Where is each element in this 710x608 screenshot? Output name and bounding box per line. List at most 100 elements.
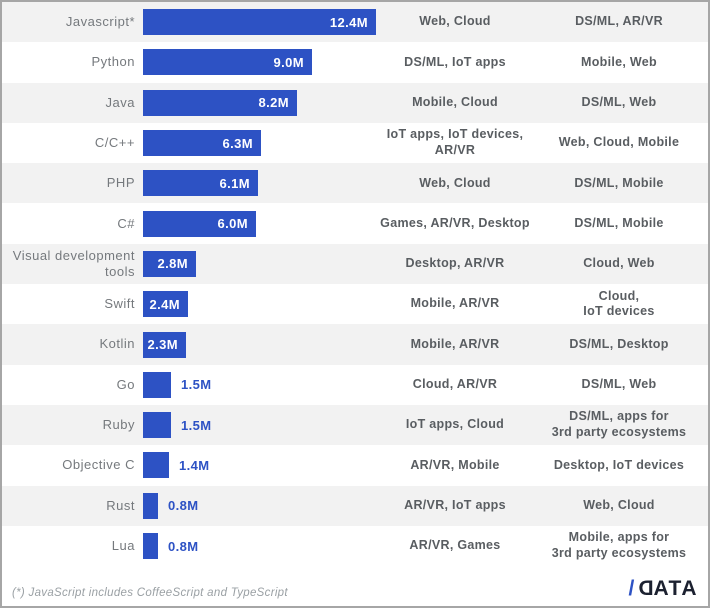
value-label: 2.3M xyxy=(147,337,178,353)
bar xyxy=(143,371,171,398)
table-row: Go 1.5M Cloud, AR/VR DS/ML, Web xyxy=(2,364,708,405)
logo-slash-icon: / xyxy=(628,577,636,600)
middle-sectors: Mobile, Cloud xyxy=(412,94,498,109)
table-row: Javascript* 12.4M Web, Cloud DS/ML, AR/V… xyxy=(2,2,708,43)
table-row: Kotlin 2.3M Mobile, AR/VR DS/ML, Desktop xyxy=(2,324,708,365)
language-label: Lua xyxy=(111,537,135,553)
right-sectors: Desktop, IoT devices xyxy=(553,457,685,472)
middle-sectors: Mobile, AR/VR xyxy=(410,296,500,311)
middle-sectors: Desktop, AR/VR xyxy=(405,256,505,271)
bar-cell: 2.8M xyxy=(137,244,380,284)
right-sectors: DS/ML, Desktop xyxy=(569,336,669,351)
language-label: C/C++ xyxy=(94,134,135,150)
right-sectors: DS/ML, Mobile xyxy=(574,175,664,190)
value-label: 6.0M xyxy=(217,216,248,232)
right-sectors: Web, Cloud xyxy=(583,497,655,512)
middle-sectors: DS/ML, IoT apps xyxy=(404,54,506,69)
bar-cell: 0.8M xyxy=(137,526,380,566)
value-label: 1.4M xyxy=(179,457,210,473)
bar: 2.4M xyxy=(143,291,188,318)
right-sectors: Cloud, IoT devices xyxy=(583,288,655,319)
bar: 6.1M xyxy=(143,170,258,197)
language-label: Java xyxy=(105,94,135,110)
language-label: PHP xyxy=(106,175,135,191)
value-label: 1.5M xyxy=(181,417,212,433)
value-label: 0.8M xyxy=(168,538,199,554)
bar: 8.2M xyxy=(143,89,297,116)
bar-cell: 6.0M xyxy=(137,203,380,243)
table-row: Rust 0.8M AR/VR, IoT apps Web, Cloud xyxy=(2,485,708,526)
logo-letter-d: D xyxy=(636,577,654,600)
bar: 2.8M xyxy=(143,250,196,277)
bar-cell: 2.3M xyxy=(137,324,380,364)
table-row: Lua 0.8M AR/VR, Games Mobile, apps for 3… xyxy=(2,525,708,567)
bar-cell: 8.2M xyxy=(137,83,380,123)
language-label: Rust xyxy=(106,497,135,513)
bar xyxy=(143,533,158,559)
bar: 6.3M xyxy=(143,130,261,157)
table-row: Java 8.2M Mobile, Cloud DS/ML, Web xyxy=(2,82,708,123)
value-label: 2.4M xyxy=(149,296,180,312)
value-label: 8.2M xyxy=(258,95,289,111)
value-label: 6.1M xyxy=(219,175,250,191)
bar-cell: 6.1M xyxy=(137,163,380,203)
logo-letters-ata: ATA xyxy=(653,577,698,600)
bar-cell: 9.0M xyxy=(137,42,380,82)
right-sectors: DS/ML, Mobile xyxy=(574,215,664,230)
table-row: Python 9.0M DS/ML, IoT apps Mobile, Web xyxy=(2,42,708,83)
middle-sectors: IoT apps, IoT devices, AR/VR xyxy=(386,127,524,158)
value-label: 1.5M xyxy=(181,377,212,393)
bar-cell: 6.3M xyxy=(137,123,380,163)
bar-cell: 2.4M xyxy=(137,284,380,324)
footer: (*) JavaScript includes CoffeeScript and… xyxy=(2,566,708,606)
value-label: 12.4M xyxy=(329,14,368,30)
language-label: Ruby xyxy=(102,416,135,432)
middle-sectors: AR/VR, Games xyxy=(409,538,501,553)
table-row: Ruby 1.5M IoT apps, Cloud DS/ML, apps fo… xyxy=(2,404,708,446)
value-label: 9.0M xyxy=(273,54,304,70)
right-sectors: DS/ML, apps for 3rd party ecosystems xyxy=(551,409,687,440)
language-label: Swift xyxy=(104,296,135,312)
right-sectors: DS/ML, AR/VR xyxy=(575,14,663,29)
language-label: Visual development tools xyxy=(12,247,135,279)
middle-sectors: Mobile, AR/VR xyxy=(410,336,500,351)
bar: 12.4M xyxy=(143,9,376,36)
bar-cell: 1.4M xyxy=(137,445,380,485)
value-label: 0.8M xyxy=(168,498,199,514)
language-label: Objective C xyxy=(62,457,135,473)
slashdata-logo: / D ATA xyxy=(628,577,698,600)
language-label: Javascript* xyxy=(65,14,135,30)
middle-sectors: Web, Cloud xyxy=(419,14,491,29)
bar: 2.3M xyxy=(143,331,186,358)
bar-cell: 12.4M xyxy=(137,2,380,42)
language-label: Go xyxy=(116,376,135,392)
language-label: C# xyxy=(117,215,135,231)
middle-sectors: Games, AR/VR, Desktop xyxy=(380,215,530,230)
language-label: Kotlin xyxy=(99,336,135,352)
language-label: Python xyxy=(91,54,135,70)
table-row: PHP 6.1M Web, Cloud DS/ML, Mobile xyxy=(2,163,708,204)
right-sectors: Mobile, apps for 3rd party ecosystems xyxy=(551,530,687,560)
footnote: (*) JavaScript includes CoffeeScript and… xyxy=(12,587,288,599)
table-row: Objective C 1.4M AR/VR, Mobile Desktop, … xyxy=(2,445,708,486)
bar-cell: 0.8M xyxy=(137,486,380,526)
right-sectors: Cloud, Web xyxy=(583,256,655,271)
table-row: C# 6.0M Games, AR/VR, Desktop DS/ML, Mob… xyxy=(2,203,708,244)
right-sectors: DS/ML, Web xyxy=(581,94,657,109)
bar xyxy=(143,412,171,439)
middle-sectors: IoT apps, Cloud xyxy=(405,417,505,432)
bar xyxy=(143,452,169,479)
bar: 6.0M xyxy=(143,210,256,237)
middle-sectors: AR/VR, Mobile xyxy=(410,457,500,472)
table-row: C/C++ 6.3M IoT apps, IoT devices, AR/VR … xyxy=(2,122,708,164)
bar-cell: 1.5M xyxy=(137,405,380,445)
table-row: Visual development tools 2.8M Desktop, A… xyxy=(2,243,708,285)
right-sectors: Mobile, Web xyxy=(581,54,657,69)
right-sectors: Web, Cloud, Mobile xyxy=(558,135,680,150)
right-sectors: DS/ML, Web xyxy=(581,377,657,391)
middle-sectors: AR/VR, IoT apps xyxy=(404,497,506,512)
middle-sectors: Cloud, AR/VR xyxy=(412,377,498,391)
bar: 9.0M xyxy=(143,49,312,76)
rows: Javascript* 12.4M Web, Cloud DS/ML, AR/V… xyxy=(2,2,708,567)
middle-sectors: Web, Cloud xyxy=(419,175,491,190)
